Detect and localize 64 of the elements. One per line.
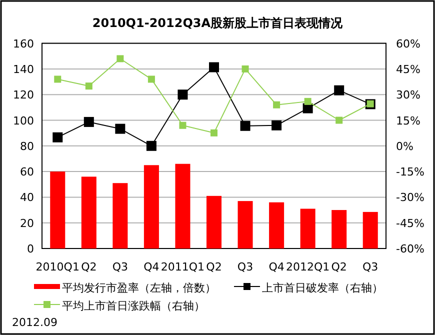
point: [272, 120, 282, 130]
point: [179, 122, 186, 129]
y-tick-label: 80: [20, 140, 34, 153]
x-tick-label: Q3: [112, 260, 128, 274]
point: [273, 101, 280, 108]
bar: [206, 196, 222, 248]
point: [85, 82, 92, 90]
point: [115, 124, 126, 134]
y2-tick-label: -15%: [396, 166, 424, 179]
y-tick-label: 140: [13, 62, 34, 76]
x-tick-label: 2010Q1: [36, 260, 80, 274]
y2-tick-label: -30%: [396, 191, 424, 204]
y-tick-label: 60: [20, 166, 34, 179]
bar: [332, 210, 347, 248]
bar: [144, 165, 159, 248]
x-tick-label: Q4: [144, 260, 160, 274]
x-tick-label: Q2: [81, 260, 97, 274]
point: [304, 98, 312, 105]
y-tick-label: 20: [20, 216, 34, 230]
legend-label: 平均发行市盈率（左轴，倍数）: [62, 282, 216, 294]
point: [336, 116, 343, 124]
x-tick-label: Q2: [206, 260, 222, 274]
legend-label: 上市首日破发率（右轴）: [262, 282, 383, 294]
point: [334, 85, 344, 96]
point: [54, 76, 62, 83]
point: [146, 140, 156, 151]
x-tick-label: Q4: [268, 260, 284, 274]
point: [178, 90, 188, 100]
y2-tick-label: 30%: [396, 88, 420, 102]
y2-tick-label: 45%: [396, 62, 420, 76]
point: [148, 76, 155, 83]
chart-title: 2010Q1-2012Q3A股新股上市首日表现情况: [92, 16, 344, 30]
y2-tick-label: 15%: [396, 114, 420, 128]
point: [240, 120, 250, 131]
y-tick-label: 0: [27, 242, 34, 256]
bar: [50, 172, 66, 248]
point: [209, 62, 219, 72]
bar: [238, 201, 253, 248]
x-tick-label: 2012Q1: [286, 260, 330, 274]
y2-tick-label: 60%: [396, 37, 420, 50]
y-tick-label: 120: [13, 88, 34, 102]
bar: [112, 183, 128, 248]
bar: [300, 208, 316, 248]
x-tick-label: Q2: [331, 260, 347, 274]
bar: [362, 212, 378, 248]
point: [116, 55, 124, 62]
bar: [175, 164, 190, 248]
y2-tick-label: -60%: [396, 242, 424, 256]
text: 2012.09: [12, 316, 58, 329]
y2-tick-label: 0%: [396, 140, 414, 153]
x-tick-label: Q3: [237, 260, 254, 274]
x-tick-label: 2011Q1: [160, 260, 205, 274]
point: [210, 129, 218, 136]
point: [52, 132, 63, 142]
bar: [269, 202, 284, 248]
y-tick-label: 100: [13, 114, 34, 128]
bar: [81, 176, 96, 248]
y-tick-label: 40: [20, 191, 34, 204]
y2-tick-label: -45%: [396, 216, 424, 230]
point: [242, 65, 249, 72]
y-tick-label: 160: [13, 37, 34, 50]
point: [84, 116, 94, 127]
x-tick-label: Q3: [362, 260, 378, 274]
legend-label: 平均上市首日涨跌幅（右轴）: [62, 300, 205, 312]
